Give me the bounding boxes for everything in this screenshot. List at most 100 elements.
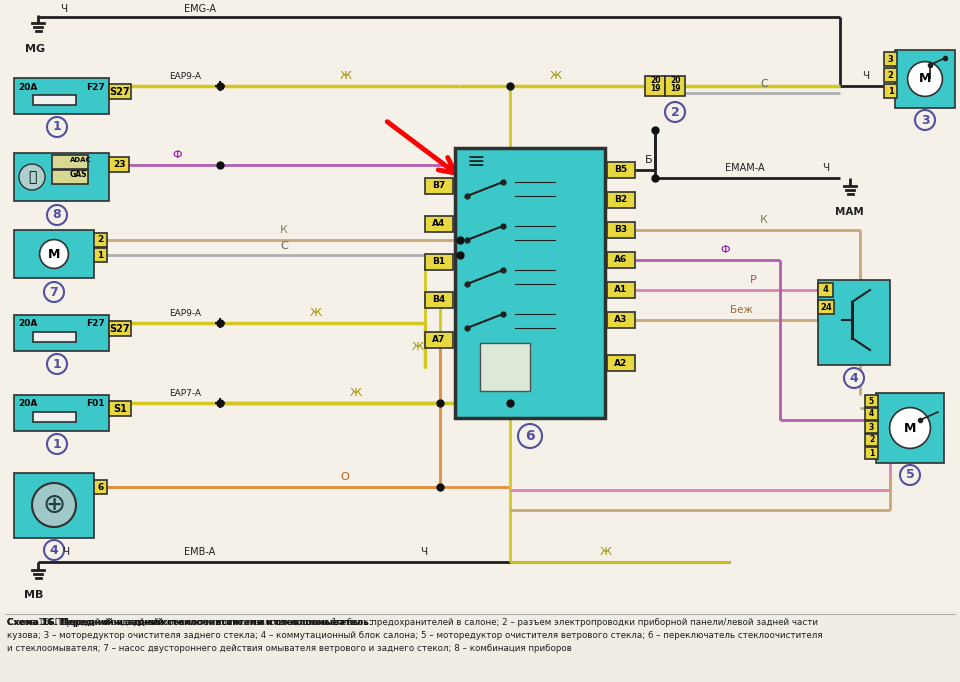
Text: 5: 5 xyxy=(905,469,914,481)
Bar xyxy=(109,402,131,417)
Text: 19: 19 xyxy=(650,84,660,93)
Bar xyxy=(865,395,878,407)
Text: К: К xyxy=(280,225,288,235)
Text: Ж: Ж xyxy=(550,71,562,81)
Text: 4: 4 xyxy=(850,372,858,385)
Text: ADAC: ADAC xyxy=(70,157,91,163)
Text: Б: Б xyxy=(645,155,653,165)
Bar xyxy=(109,85,131,100)
Text: MAM: MAM xyxy=(835,207,864,217)
Bar xyxy=(607,252,635,268)
Text: 8: 8 xyxy=(53,209,61,222)
Text: 1: 1 xyxy=(53,357,61,370)
Text: Схема 16. Передний и задний стеклоочистители и стеклоомыватель: 1 – блок предохр: Схема 16. Передний и задний стеклоочисти… xyxy=(7,618,818,627)
Text: B1: B1 xyxy=(432,258,445,267)
Circle shape xyxy=(47,205,67,225)
Circle shape xyxy=(44,540,64,560)
Text: F27: F27 xyxy=(86,319,105,329)
Text: Ч: Ч xyxy=(822,163,829,173)
Text: 2: 2 xyxy=(97,235,104,245)
Circle shape xyxy=(890,408,930,448)
Text: S1: S1 xyxy=(113,404,127,414)
Text: Ч: Ч xyxy=(420,547,427,557)
Text: 1: 1 xyxy=(53,437,61,451)
Bar xyxy=(425,332,453,348)
Text: 3: 3 xyxy=(921,113,929,126)
Text: 23: 23 xyxy=(112,160,125,169)
Circle shape xyxy=(915,110,935,130)
Text: B4: B4 xyxy=(432,295,445,304)
Bar xyxy=(818,300,834,314)
Bar xyxy=(455,148,605,418)
Bar xyxy=(425,216,453,232)
Bar xyxy=(607,282,635,298)
Text: 2: 2 xyxy=(888,70,894,80)
Text: 20A: 20A xyxy=(18,83,37,91)
Text: B2: B2 xyxy=(614,196,628,205)
Bar xyxy=(52,170,88,184)
Circle shape xyxy=(32,483,76,527)
Bar xyxy=(94,480,107,494)
Text: A4: A4 xyxy=(432,220,445,228)
Text: Ч: Ч xyxy=(62,547,69,557)
Bar xyxy=(94,248,107,262)
Text: 1: 1 xyxy=(97,250,104,259)
Text: С: С xyxy=(760,79,768,89)
Circle shape xyxy=(47,434,67,454)
Text: 4: 4 xyxy=(869,409,875,419)
Text: Ж: Ж xyxy=(412,342,424,352)
Circle shape xyxy=(844,368,864,388)
Bar xyxy=(607,312,635,328)
Bar xyxy=(14,473,94,538)
Circle shape xyxy=(44,282,64,302)
Bar xyxy=(607,192,635,208)
Text: 6: 6 xyxy=(97,482,104,492)
Text: Ф: Ф xyxy=(172,150,181,160)
Text: Ж: Ж xyxy=(310,308,322,318)
Bar xyxy=(818,283,833,297)
Text: S27: S27 xyxy=(109,324,131,334)
Bar xyxy=(33,413,76,422)
Text: A2: A2 xyxy=(614,359,628,368)
Bar xyxy=(480,343,530,391)
Text: ⊕: ⊕ xyxy=(42,491,65,519)
Circle shape xyxy=(39,239,68,269)
Bar xyxy=(884,52,897,66)
Bar xyxy=(865,434,878,446)
Bar xyxy=(14,395,109,431)
Circle shape xyxy=(47,117,67,137)
Text: 19: 19 xyxy=(670,84,681,93)
Text: GAS: GAS xyxy=(70,170,87,179)
Bar xyxy=(884,84,897,98)
Text: 20A: 20A xyxy=(18,319,37,329)
Bar xyxy=(884,68,897,82)
Bar xyxy=(895,50,955,108)
Text: кузова; 3 – моторедуктор очистителя заднего стекла; 4 – коммутационный блок сало: кузова; 3 – моторедуктор очистителя задн… xyxy=(7,631,823,640)
Text: 7: 7 xyxy=(50,286,59,299)
Text: EAP9-A: EAP9-A xyxy=(169,72,201,81)
Bar xyxy=(665,76,685,96)
Bar xyxy=(109,157,129,172)
Text: 1: 1 xyxy=(53,121,61,134)
Text: EMG-A: EMG-A xyxy=(184,4,216,14)
Text: MG: MG xyxy=(25,44,45,54)
Text: О: О xyxy=(340,472,348,482)
Circle shape xyxy=(518,424,542,448)
Bar xyxy=(425,254,453,270)
Text: F01: F01 xyxy=(86,400,105,409)
Bar xyxy=(14,230,94,278)
Text: Ж: Ж xyxy=(600,547,612,557)
Text: 24: 24 xyxy=(820,303,832,312)
Bar xyxy=(876,393,944,463)
Bar xyxy=(425,178,453,194)
Text: A3: A3 xyxy=(614,316,628,325)
Circle shape xyxy=(19,164,45,190)
Text: EAP7-A: EAP7-A xyxy=(169,389,201,398)
Bar xyxy=(865,421,878,433)
Text: A7: A7 xyxy=(432,336,445,344)
Text: 20: 20 xyxy=(670,76,681,85)
Bar xyxy=(33,332,76,342)
Text: 1: 1 xyxy=(869,449,875,458)
Circle shape xyxy=(47,354,67,374)
Text: 3: 3 xyxy=(869,423,875,432)
